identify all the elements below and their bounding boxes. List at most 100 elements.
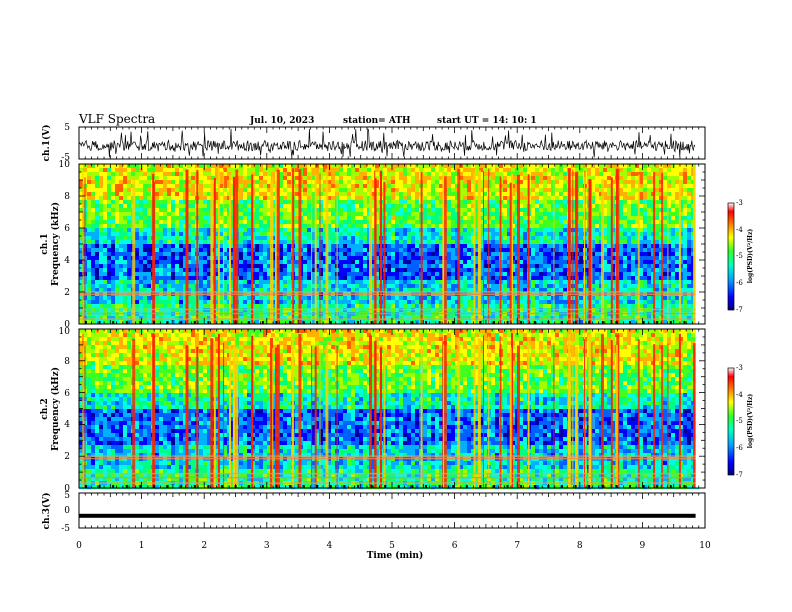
spectrogram-cell xyxy=(287,232,292,237)
spectrogram-cell xyxy=(287,268,292,273)
spectrogram-cell xyxy=(415,268,420,273)
spectrogram-cell xyxy=(79,188,84,193)
spectrogram-cell xyxy=(475,236,480,241)
spectrogram-cell xyxy=(343,260,348,265)
spectrogram-cell xyxy=(535,216,540,221)
spectrogram-cell xyxy=(503,196,508,201)
spectrogram-cell xyxy=(295,176,300,181)
spectrogram-cell xyxy=(207,260,212,265)
spectrogram-cell xyxy=(95,276,100,281)
spectrogram-cell xyxy=(243,212,248,217)
spectrogram-cell xyxy=(319,244,324,249)
spectrogram-cell xyxy=(287,208,292,213)
spectrogram-cell xyxy=(87,200,92,205)
spectrogram-cell xyxy=(555,316,560,321)
spectrogram-cell xyxy=(355,224,360,229)
spectrogram-cell xyxy=(399,164,404,169)
spectrogram-cell xyxy=(427,276,432,281)
spectrogram-cell xyxy=(503,252,508,257)
spectrogram-cell xyxy=(283,172,288,177)
spectrogram-cell xyxy=(463,176,468,181)
spectrogram-cell xyxy=(79,316,84,321)
spectrogram-cell xyxy=(407,228,412,233)
spectrogram-cell xyxy=(455,284,460,289)
spectrogram-cell xyxy=(519,172,524,177)
spectrogram-cell xyxy=(155,304,160,309)
spectrogram-cell xyxy=(203,172,208,177)
spectrogram-cell xyxy=(399,240,404,245)
spectrogram-cell xyxy=(259,184,264,189)
spectrogram-cell xyxy=(531,228,536,233)
spectrogram-cell xyxy=(523,184,528,189)
spectrogram-cell xyxy=(159,240,164,245)
spectrogram-cell xyxy=(311,244,316,249)
spectrogram-cell xyxy=(551,200,556,205)
spectrogram-cell xyxy=(327,220,332,225)
spectrogram-cell xyxy=(123,200,128,205)
spectrogram-cell xyxy=(219,284,224,289)
spectrogram-cell xyxy=(147,276,152,281)
spectrogram-cell xyxy=(87,220,92,225)
spectrogram-cell xyxy=(267,256,272,261)
spectrogram-cell xyxy=(163,196,168,201)
spectrogram-cell xyxy=(551,232,556,237)
spectrogram-cell xyxy=(207,284,212,289)
spectrogram-cell xyxy=(99,164,104,169)
spectrogram-cell xyxy=(283,256,288,261)
spectrogram-cell xyxy=(279,256,284,261)
spectrogram-cell xyxy=(555,248,560,253)
spectrogram-cell xyxy=(531,232,536,237)
spectrogram-cell xyxy=(427,320,432,325)
spectrogram-cell xyxy=(395,252,400,257)
spectrogram-cell xyxy=(371,248,376,253)
spectrogram-cell xyxy=(479,288,484,293)
spectrogram-cell xyxy=(219,272,224,277)
spectrogram-cell xyxy=(319,288,324,293)
spectrogram-cell xyxy=(115,180,120,185)
spectrogram-cell xyxy=(107,212,112,217)
spectrogram-cell xyxy=(555,220,560,225)
spectrogram-cell xyxy=(539,220,544,225)
spectrogram-cell xyxy=(187,228,192,233)
spectrogram-cell xyxy=(479,276,484,281)
spectrogram-cell xyxy=(391,172,396,177)
spectrogram-cell xyxy=(143,164,148,169)
spectrogram-cell xyxy=(395,248,400,253)
spectrogram-cell xyxy=(427,184,432,189)
spectrogram-cell xyxy=(95,256,100,261)
spectrogram-cell xyxy=(467,172,472,177)
spectrogram-cell xyxy=(159,212,164,217)
spectrogram-cell xyxy=(359,224,364,229)
spectrogram-cell xyxy=(191,240,196,245)
spectrogram-cell xyxy=(311,300,316,305)
spectrogram-cell xyxy=(255,284,260,289)
spectrogram-cell xyxy=(87,248,92,253)
spectrogram-cell xyxy=(295,300,300,305)
spectrogram-cell xyxy=(551,284,556,289)
spectrogram-cell xyxy=(387,200,392,205)
spectrogram-cell xyxy=(99,172,104,177)
spectrogram-cell xyxy=(191,244,196,249)
spectrogram-cell xyxy=(135,256,140,261)
spectrogram-cell xyxy=(431,284,436,289)
spectrogram-cell xyxy=(247,252,252,257)
spectrogram-cell xyxy=(243,276,248,281)
spectrogram-cell xyxy=(163,236,168,241)
spectrogram-cell xyxy=(427,260,432,265)
spectrogram-cell xyxy=(343,200,348,205)
spectrogram-cell xyxy=(431,188,436,193)
spectrogram-cell xyxy=(467,288,472,293)
spectrogram-cell xyxy=(495,280,500,285)
spectrogram-cell xyxy=(111,168,116,173)
spectrogram-cell xyxy=(163,272,168,277)
spectrogram-cell xyxy=(307,212,312,217)
spectrogram-cell xyxy=(483,180,488,185)
spectrogram-cell xyxy=(355,212,360,217)
spectrogram-cell xyxy=(331,228,336,233)
spectrogram-cell xyxy=(475,260,480,265)
spectrogram-cell xyxy=(287,244,292,249)
spectrogram-cell xyxy=(167,232,172,237)
spectrogram-cell xyxy=(395,300,400,305)
spectrogram-cell xyxy=(539,260,544,265)
spectrogram-cell xyxy=(371,176,376,181)
